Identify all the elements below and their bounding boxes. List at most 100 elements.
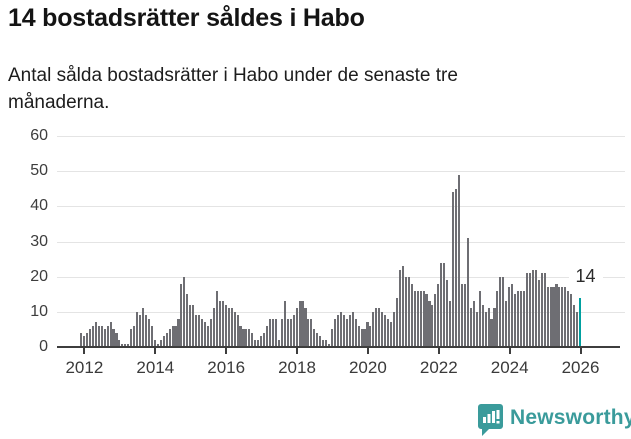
bar bbox=[298, 301, 301, 347]
bar bbox=[271, 318, 275, 347]
y-gridline-20 bbox=[57, 277, 625, 278]
bar bbox=[437, 283, 440, 347]
bar bbox=[106, 325, 109, 347]
bar bbox=[484, 311, 487, 347]
y-axis-tick-label: 10 bbox=[30, 303, 48, 320]
bar bbox=[195, 315, 198, 347]
bar bbox=[336, 315, 339, 347]
bar bbox=[189, 304, 192, 347]
bar bbox=[419, 290, 422, 347]
bar bbox=[354, 318, 357, 347]
bar bbox=[165, 332, 168, 347]
bar bbox=[319, 336, 322, 347]
bar bbox=[537, 280, 540, 347]
chart-subtitle: Antal sålda bostadsrätter i Habo under d… bbox=[8, 62, 608, 116]
bar bbox=[457, 174, 461, 347]
bar bbox=[333, 318, 337, 347]
bar bbox=[576, 311, 579, 347]
y-axis-tick-label: 50 bbox=[30, 162, 48, 179]
bar bbox=[422, 290, 425, 347]
bar bbox=[316, 332, 319, 347]
x-axis-tick-label: 2016 bbox=[207, 358, 246, 377]
bar bbox=[322, 340, 325, 347]
bar bbox=[144, 315, 148, 347]
bar bbox=[109, 322, 112, 347]
bar bbox=[345, 318, 348, 347]
x-axis-line bbox=[57, 346, 620, 348]
y-gridline-40 bbox=[57, 206, 625, 207]
bar bbox=[460, 283, 464, 347]
bar bbox=[531, 269, 534, 347]
bar bbox=[519, 290, 523, 347]
bar bbox=[466, 238, 469, 347]
bar bbox=[227, 308, 230, 347]
bar bbox=[381, 311, 384, 347]
y-gridline-30 bbox=[57, 242, 625, 243]
highlighted-bar-current-period bbox=[579, 297, 582, 347]
bar bbox=[543, 273, 546, 347]
bar bbox=[401, 266, 404, 347]
bar bbox=[366, 322, 369, 347]
bar bbox=[331, 329, 334, 347]
bar bbox=[180, 283, 183, 347]
bar bbox=[218, 301, 221, 347]
bar bbox=[475, 311, 478, 347]
bar bbox=[88, 329, 91, 347]
bar bbox=[118, 340, 121, 347]
x-axis-tick bbox=[83, 348, 86, 354]
bar bbox=[257, 340, 260, 347]
bar bbox=[446, 280, 449, 347]
bar bbox=[325, 340, 328, 347]
bar bbox=[387, 318, 390, 347]
bar bbox=[372, 311, 375, 347]
bar bbox=[274, 318, 277, 347]
bar bbox=[130, 329, 133, 347]
bar bbox=[363, 329, 366, 347]
bar bbox=[552, 287, 555, 347]
bar bbox=[221, 301, 224, 347]
bar bbox=[159, 340, 162, 347]
bar bbox=[168, 329, 171, 347]
bar bbox=[395, 297, 399, 347]
bar bbox=[469, 308, 472, 347]
bar bbox=[449, 301, 452, 347]
bar bbox=[174, 325, 177, 347]
bar bbox=[481, 304, 484, 347]
bar bbox=[540, 273, 543, 347]
y-gridline-60 bbox=[57, 136, 625, 137]
x-axis-tick bbox=[296, 348, 298, 354]
bar bbox=[493, 308, 496, 347]
bar bbox=[413, 290, 416, 347]
x-axis-tick bbox=[437, 348, 440, 354]
bar bbox=[375, 308, 378, 347]
last-value-label: 14 bbox=[568, 265, 603, 287]
x-axis-tick-label: 2020 bbox=[348, 358, 387, 377]
bar bbox=[242, 329, 245, 347]
bar bbox=[328, 343, 331, 347]
bar bbox=[434, 294, 437, 348]
bar bbox=[404, 276, 407, 347]
bar bbox=[369, 325, 372, 347]
bar bbox=[283, 301, 286, 347]
bar bbox=[186, 294, 189, 348]
bar bbox=[136, 311, 139, 347]
bar bbox=[425, 294, 428, 348]
bar bbox=[206, 325, 210, 347]
bar bbox=[230, 308, 233, 347]
bar bbox=[94, 322, 97, 347]
bar bbox=[254, 340, 257, 347]
bar bbox=[443, 262, 446, 347]
bar bbox=[251, 332, 254, 347]
bar bbox=[183, 276, 186, 347]
y-axis-tick-label: 40 bbox=[30, 197, 48, 214]
bar bbox=[266, 325, 269, 347]
bar bbox=[121, 343, 124, 347]
bar bbox=[561, 287, 564, 347]
y-axis-tick-label: 0 bbox=[39, 338, 48, 355]
bar bbox=[549, 287, 552, 347]
bar bbox=[505, 301, 508, 347]
chart-title: 14 bostadsrätter såldes i Habo bbox=[8, 4, 365, 32]
newsworthy-chart-bubble-icon bbox=[478, 404, 503, 439]
bar bbox=[310, 318, 313, 347]
